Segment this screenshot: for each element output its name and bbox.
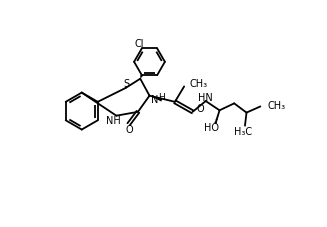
Text: S: S xyxy=(123,79,129,89)
Text: O: O xyxy=(197,104,204,114)
Text: NH: NH xyxy=(106,115,121,125)
Text: CH₃: CH₃ xyxy=(267,101,285,110)
Text: HN: HN xyxy=(198,93,212,103)
Polygon shape xyxy=(140,75,143,79)
Text: H: H xyxy=(159,93,165,101)
Text: N: N xyxy=(151,94,159,104)
Text: Cl: Cl xyxy=(135,39,144,49)
Text: O: O xyxy=(126,124,133,134)
Text: CH₃: CH₃ xyxy=(190,79,208,89)
Text: H₃C: H₃C xyxy=(234,126,252,136)
Polygon shape xyxy=(149,96,162,102)
Text: HO: HO xyxy=(204,123,218,133)
